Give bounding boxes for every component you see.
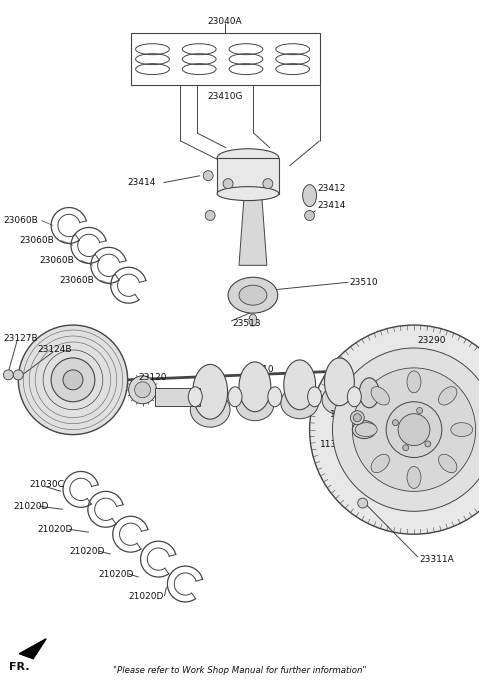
Text: 23410G: 23410G bbox=[207, 91, 243, 100]
Bar bbox=[131, 33, 320, 85]
Ellipse shape bbox=[236, 389, 274, 421]
Text: 23040A: 23040A bbox=[208, 17, 242, 26]
Polygon shape bbox=[19, 639, 46, 659]
Ellipse shape bbox=[324, 358, 354, 406]
Text: 23412: 23412 bbox=[318, 184, 346, 193]
Circle shape bbox=[386, 402, 442, 458]
Text: 23110: 23110 bbox=[245, 366, 274, 374]
Circle shape bbox=[352, 368, 476, 492]
Text: 23060B: 23060B bbox=[19, 236, 54, 245]
Text: 21020D: 21020D bbox=[129, 593, 164, 602]
Text: 23311A: 23311A bbox=[419, 554, 454, 563]
Ellipse shape bbox=[371, 454, 389, 473]
Text: 23127B: 23127B bbox=[3, 333, 38, 342]
Circle shape bbox=[353, 414, 361, 421]
Bar bbox=[156, 388, 200, 406]
Circle shape bbox=[358, 498, 368, 508]
Circle shape bbox=[205, 211, 215, 220]
Ellipse shape bbox=[249, 314, 257, 326]
Bar bbox=[217, 158, 279, 194]
Text: 21020D: 21020D bbox=[69, 547, 104, 556]
Circle shape bbox=[350, 411, 364, 425]
Text: 1430JD: 1430JD bbox=[329, 410, 362, 419]
Ellipse shape bbox=[239, 362, 271, 412]
Text: 11304B: 11304B bbox=[320, 440, 354, 449]
Ellipse shape bbox=[355, 423, 377, 436]
Text: 23513: 23513 bbox=[232, 318, 261, 327]
Circle shape bbox=[3, 370, 13, 380]
Text: 23290: 23290 bbox=[417, 336, 445, 344]
Ellipse shape bbox=[371, 387, 389, 405]
Circle shape bbox=[13, 370, 23, 380]
Ellipse shape bbox=[217, 149, 279, 166]
Ellipse shape bbox=[302, 185, 316, 207]
Ellipse shape bbox=[239, 285, 267, 305]
Circle shape bbox=[392, 419, 398, 426]
Text: 23120: 23120 bbox=[139, 373, 167, 383]
Text: 23060B: 23060B bbox=[59, 276, 94, 285]
Ellipse shape bbox=[360, 378, 379, 408]
Circle shape bbox=[333, 348, 480, 512]
Text: 23414: 23414 bbox=[127, 178, 156, 187]
Ellipse shape bbox=[188, 387, 202, 406]
Ellipse shape bbox=[352, 421, 376, 439]
Ellipse shape bbox=[193, 364, 228, 419]
Circle shape bbox=[305, 211, 314, 220]
Circle shape bbox=[398, 414, 430, 445]
Text: 23060B: 23060B bbox=[3, 216, 38, 225]
Ellipse shape bbox=[407, 466, 421, 488]
Circle shape bbox=[63, 370, 83, 390]
Text: FR.: FR. bbox=[9, 662, 30, 672]
Ellipse shape bbox=[190, 392, 230, 427]
Ellipse shape bbox=[322, 385, 357, 415]
Circle shape bbox=[129, 376, 156, 404]
Ellipse shape bbox=[439, 387, 457, 405]
Text: 23510: 23510 bbox=[349, 278, 378, 286]
Text: "Please refer to Work Shop Manual for further information": "Please refer to Work Shop Manual for fu… bbox=[113, 666, 367, 675]
Ellipse shape bbox=[284, 360, 315, 410]
Circle shape bbox=[403, 445, 408, 451]
Polygon shape bbox=[239, 198, 267, 265]
Text: 21030C: 21030C bbox=[29, 480, 64, 489]
Ellipse shape bbox=[228, 387, 242, 406]
Circle shape bbox=[203, 170, 213, 181]
Circle shape bbox=[223, 179, 233, 189]
Text: 21020D: 21020D bbox=[37, 524, 72, 534]
Circle shape bbox=[417, 408, 422, 413]
Ellipse shape bbox=[217, 187, 279, 201]
Ellipse shape bbox=[451, 423, 473, 436]
Ellipse shape bbox=[228, 278, 278, 313]
Circle shape bbox=[425, 441, 431, 447]
Text: 23124B: 23124B bbox=[37, 346, 72, 355]
Circle shape bbox=[263, 179, 273, 189]
Text: 21020D: 21020D bbox=[13, 502, 48, 511]
Circle shape bbox=[18, 325, 128, 434]
Ellipse shape bbox=[407, 371, 421, 393]
Text: 21020D: 21020D bbox=[99, 569, 134, 578]
Circle shape bbox=[310, 325, 480, 534]
Circle shape bbox=[51, 358, 95, 402]
Text: 23060B: 23060B bbox=[39, 256, 74, 265]
Text: 23414: 23414 bbox=[318, 201, 346, 210]
Circle shape bbox=[134, 382, 151, 398]
Ellipse shape bbox=[308, 387, 322, 406]
Ellipse shape bbox=[268, 387, 282, 406]
Ellipse shape bbox=[281, 387, 319, 419]
Ellipse shape bbox=[439, 454, 457, 473]
Ellipse shape bbox=[348, 387, 361, 406]
